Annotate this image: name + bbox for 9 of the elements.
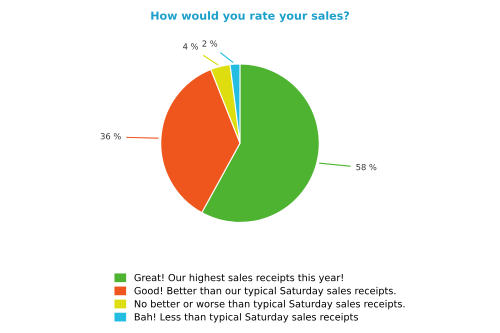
data-label: 2 % xyxy=(202,40,218,47)
data-label: 58 % xyxy=(356,164,376,170)
legend-label: Good! Better than our typical Saturday sales receipts. xyxy=(134,286,396,296)
chart-title: How would you rate your sales? xyxy=(151,11,350,22)
legend-label: No better or worse than typical Saturday sales receipts. xyxy=(134,300,404,310)
data-label: 4 % xyxy=(183,43,198,50)
data-label: 36 % xyxy=(100,133,121,140)
legend-label: Bah! Less than typical Saturday sales receipts xyxy=(134,313,358,322)
legend-label: Great! Our highest sales receipts this year! xyxy=(134,274,343,284)
